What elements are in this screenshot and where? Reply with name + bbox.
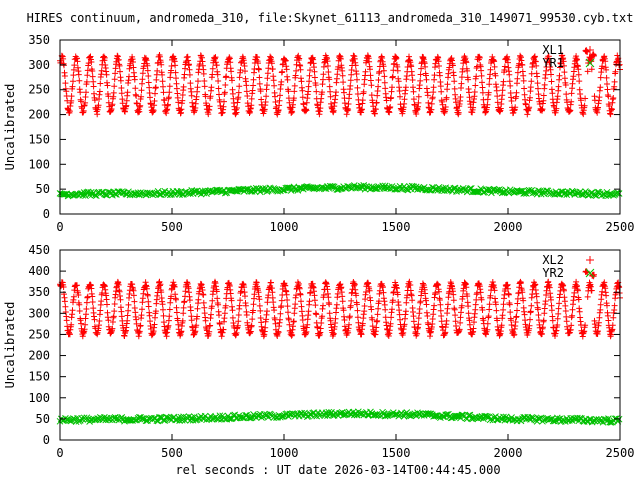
upper-y-tick-label: 350 [28, 33, 50, 47]
upper-series-yr1 [56, 182, 623, 200]
lower-x-tick-label: 500 [161, 446, 183, 460]
lower-y-tick-label: 50 [36, 412, 50, 426]
upper-legend-marker-xl1 [586, 46, 594, 54]
lower-legend-label-xl2: XL2 [542, 253, 564, 267]
lower-y-tick-label: 150 [28, 370, 50, 384]
upper-x-tick-label: 500 [161, 220, 183, 234]
upper-y-tick-label: 50 [36, 182, 50, 196]
upper-plot-panel: 0 50 100 150 200 250 300 350 0 500 1000 1500 2000 250… [3, 33, 634, 234]
upper-y-tick-label: 300 [28, 58, 50, 72]
upper-x-tick-label: 0 [56, 220, 63, 234]
upper-y-axis-label: Uncalibrated [3, 84, 17, 171]
upper-x-tick-label: 1500 [382, 220, 411, 234]
lower-x-tick-label: 2500 [606, 446, 635, 460]
upper-x-tick-label: 1000 [270, 220, 299, 234]
lower-y-tick-label: 450 [28, 243, 50, 257]
upper-y-tick-label: 0 [43, 207, 50, 221]
lower-plot-frame [59, 249, 621, 441]
upper-x-tick-label: 2500 [606, 220, 635, 234]
upper-legend-marker-yr1 [585, 58, 595, 68]
lower-y-axis-label: Uncalibrated [3, 302, 17, 389]
lower-series-layer [56, 268, 623, 426]
upper-y-tick-label: 150 [28, 132, 50, 146]
upper-series-xl1 [57, 47, 623, 118]
lower-y-tick-label: 100 [28, 391, 50, 405]
lower-y-tick-label: 200 [28, 349, 50, 363]
lower-plot-panel: 0 50 100 150 200 250 300 350 400 450 0 500 1000 1500 2… [3, 243, 634, 460]
lower-y-tick-label: 250 [28, 327, 50, 341]
upper-ticks-layer: 0 50 100 150 200 250 300 350 0 500 1000 1500 2000 250… [28, 33, 634, 234]
lower-x-tick-label: 2000 [494, 446, 523, 460]
lower-legend-marker-yr2 [585, 268, 595, 278]
lower-ticks-layer: 0 50 100 150 200 250 300 350 400 450 0 500 1000 1500 2… [28, 243, 634, 460]
upper-y-tick-label: 100 [28, 157, 50, 171]
lower-series-xl2 [57, 268, 623, 340]
chart-title: HIRES continuum, andromeda_310, file:Sky… [27, 11, 634, 25]
upper-legend-label-yr1: YR1 [542, 56, 564, 70]
lower-legend-label-yr2: YR2 [542, 266, 564, 280]
lower-x-tick-label: 1000 [270, 446, 299, 460]
upper-x-tick-label: 2000 [494, 220, 523, 234]
x-axis-label: rel seconds : UT date 2026-03-14T00:44:4… [175, 463, 500, 477]
upper-y-tick-label: 250 [28, 83, 50, 97]
lower-legend-marker-xl2 [586, 256, 594, 264]
lower-y-tick-label: 300 [28, 306, 50, 320]
lower-x-tick-label: 0 [56, 446, 63, 460]
upper-series-layer [56, 47, 623, 200]
upper-legend-label-xl1: XL1 [542, 43, 564, 57]
lower-series-yr2 [56, 408, 623, 426]
lower-y-tick-label: 0 [43, 433, 50, 447]
upper-plot-frame [59, 39, 621, 215]
upper-y-tick-label: 200 [28, 108, 50, 122]
lower-y-tick-label: 350 [28, 285, 50, 299]
lower-y-tick-label: 400 [28, 264, 50, 278]
lower-x-tick-label: 1500 [382, 446, 411, 460]
